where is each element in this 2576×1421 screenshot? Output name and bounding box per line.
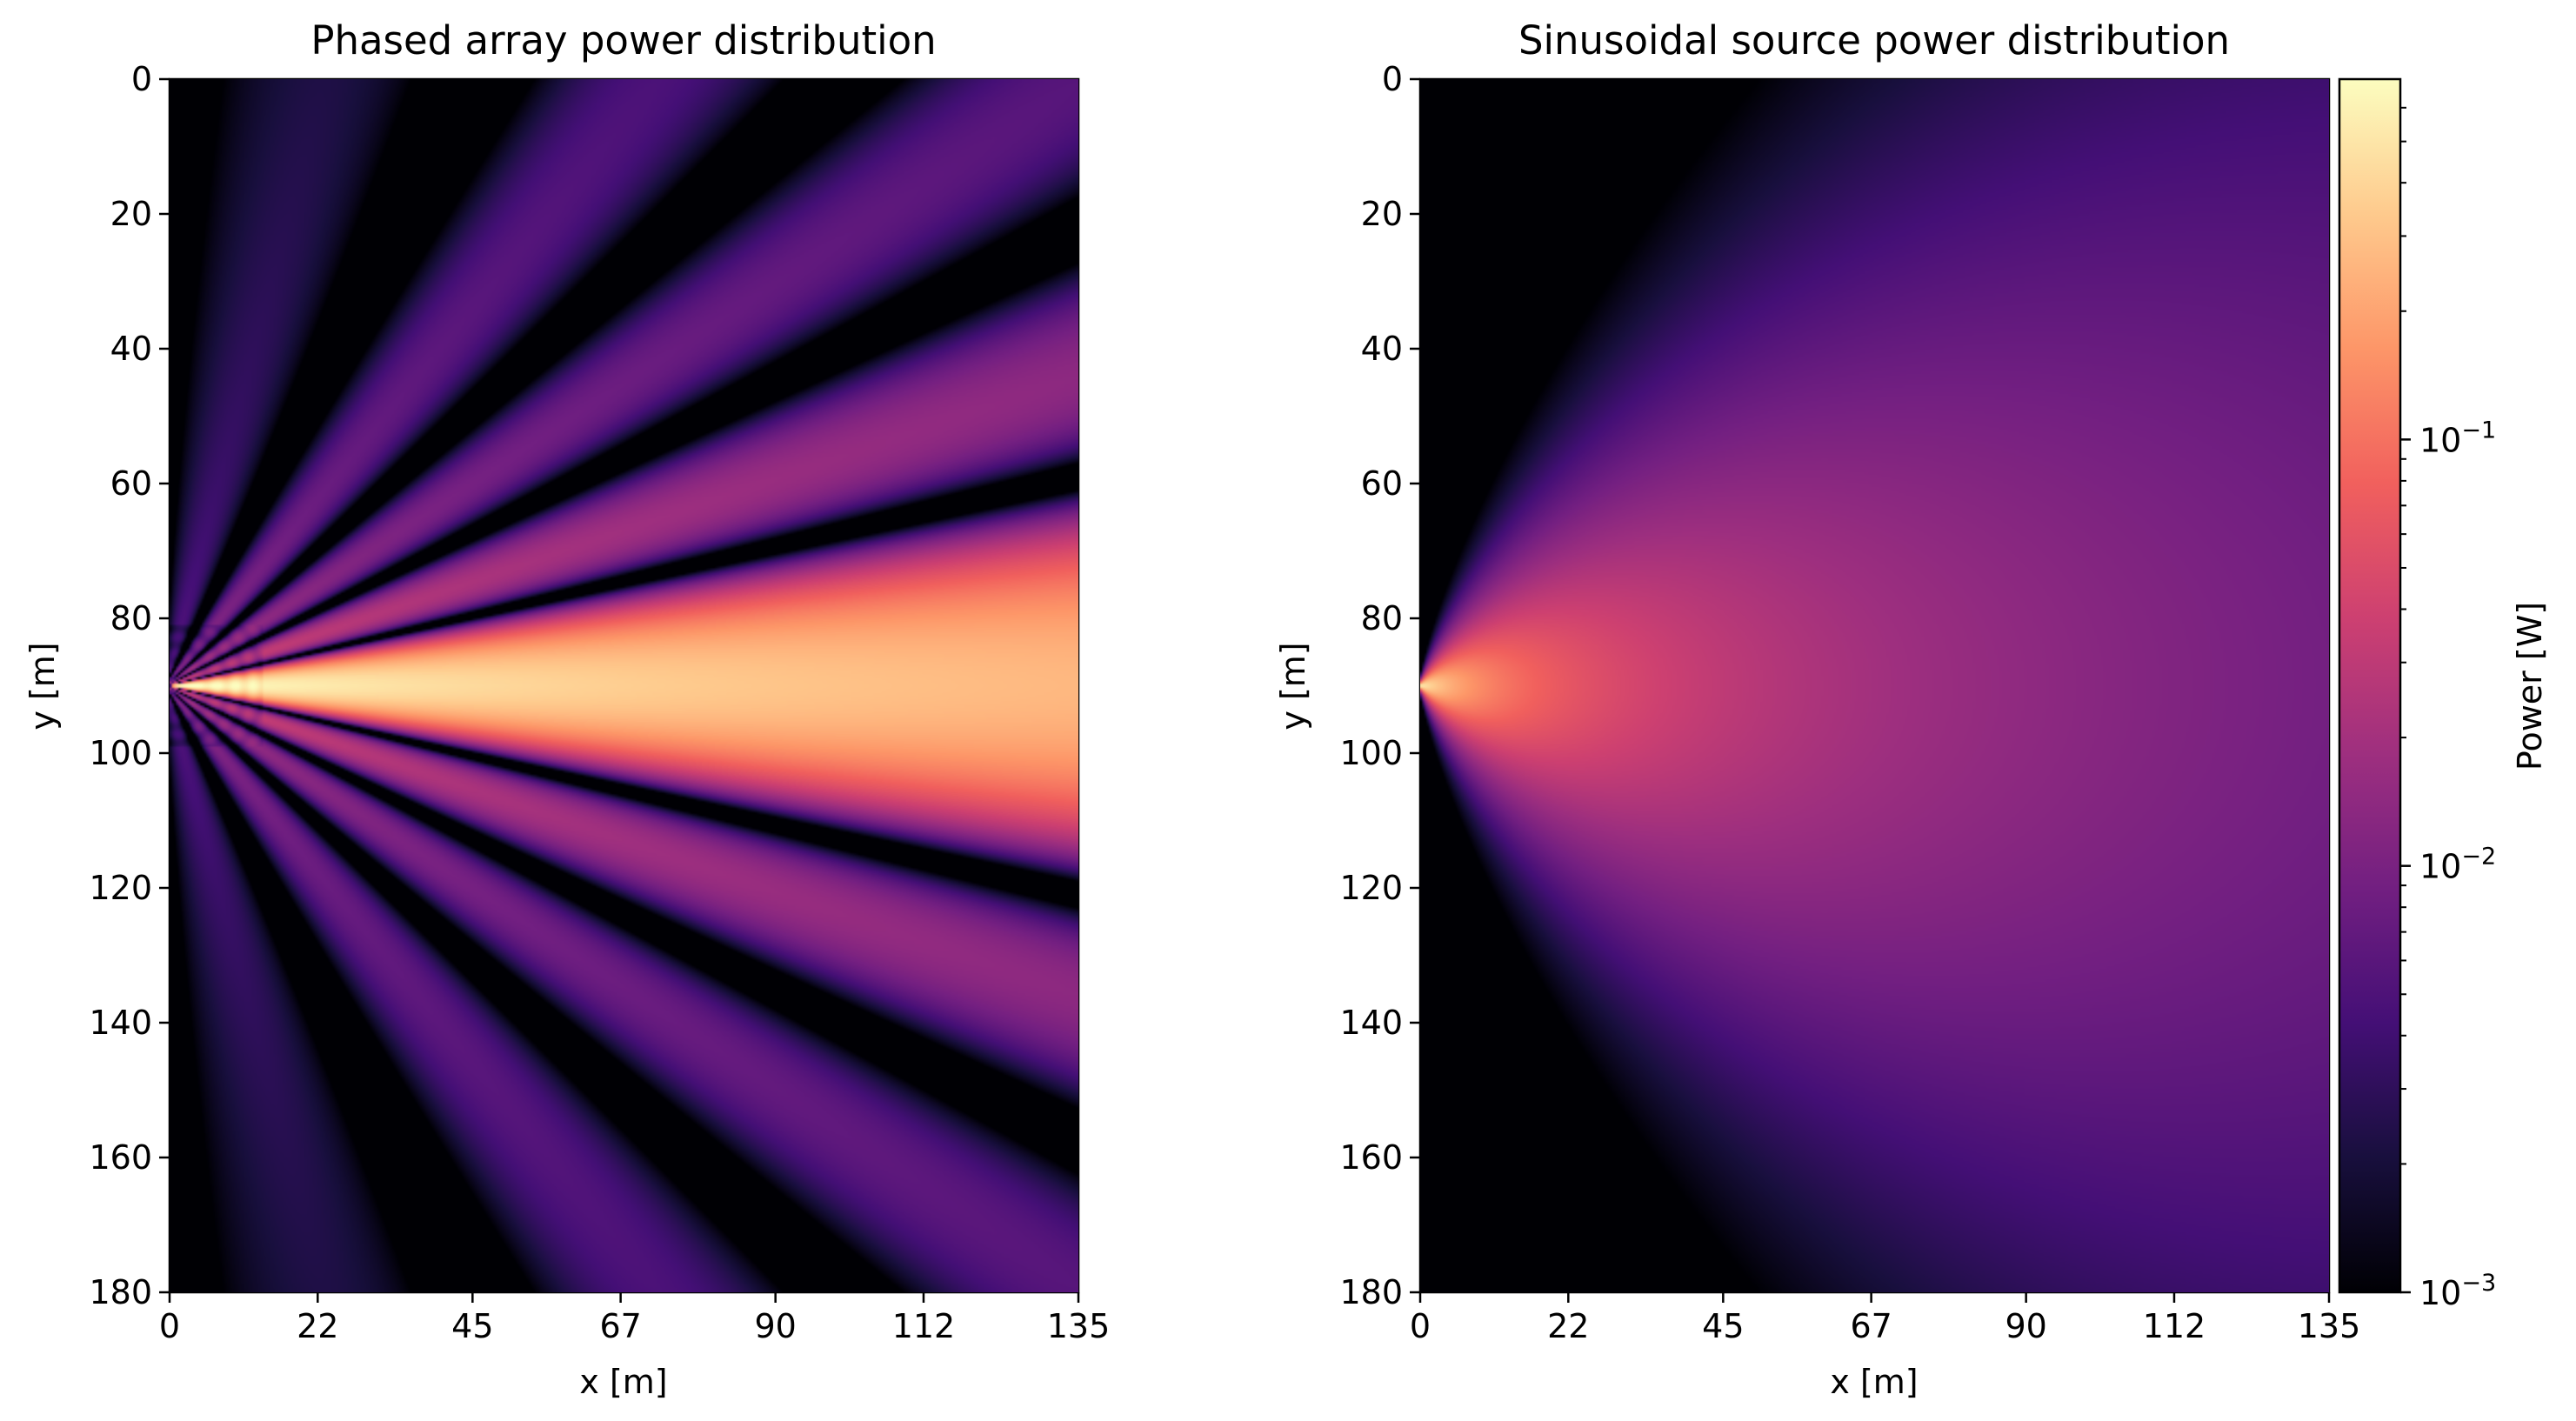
sinusoidal-title: Sinusoidal source power distribution xyxy=(1518,17,2230,63)
colorbar-ticks: 10−1 10−2 10−3 xyxy=(2400,106,2496,1312)
y-tick-label: 100 xyxy=(89,734,152,772)
y-tick-label: 40 xyxy=(1361,330,1403,368)
colorbar-gradient xyxy=(2339,79,2400,1292)
y-tick-label: 140 xyxy=(1339,1004,1403,1042)
y-tick-label: 180 xyxy=(1339,1273,1403,1311)
y-tick-label: 20 xyxy=(110,195,152,233)
x-tick-label: 22 xyxy=(297,1307,338,1345)
x-tick-label: 90 xyxy=(754,1307,796,1345)
sinusoidal-heatmap xyxy=(1420,79,2329,1292)
y-tick-label: 60 xyxy=(1361,464,1403,503)
x-tick-label: 0 xyxy=(1410,1307,1431,1345)
x-tick-label: 0 xyxy=(159,1307,180,1345)
sinusoidal-panel: Sinusoidal source power distribution y [… xyxy=(1274,17,2360,1401)
y-tick-label: 180 xyxy=(89,1273,152,1311)
x-tick-label: 45 xyxy=(1702,1307,1744,1345)
phased-array-heatmap xyxy=(170,79,1078,1292)
sinusoidal-xlabel: x [m] xyxy=(1830,1363,1918,1401)
sinusoidal-ticks: 0 22 45 67 90 112 135 0 20 40 60 80 100 120 140 160 180 xyxy=(1339,60,2360,1345)
phased-array-ticks: 0 22 45 67 90 112 135 0 20 40 60 80 100 120 140 160 180 xyxy=(89,60,1110,1345)
y-tick-label: 0 xyxy=(1382,60,1403,98)
x-tick-label: 135 xyxy=(2298,1307,2361,1345)
y-tick-label: 80 xyxy=(1361,599,1403,637)
phased-array-xlabel: x [m] xyxy=(579,1363,667,1401)
colorbar-label: Power [W] xyxy=(2511,602,2549,771)
colorbar-frame xyxy=(2338,77,2402,1294)
x-tick-label: 112 xyxy=(892,1307,956,1345)
y-tick-label: 80 xyxy=(110,599,152,637)
y-tick-label: 160 xyxy=(89,1138,152,1177)
x-tick-label: 90 xyxy=(2005,1307,2046,1345)
colorbar: 10−1 10−2 10−3 Power [W] xyxy=(2338,77,2549,1312)
phased-array-title: Phased array power distribution xyxy=(310,17,936,63)
phased-array-panel: Phased array power distribution y [m] x … xyxy=(23,17,1110,1401)
x-tick-label: 67 xyxy=(599,1307,641,1345)
y-tick-label: 20 xyxy=(1361,195,1403,233)
x-tick-label: 135 xyxy=(1047,1307,1111,1345)
y-tick-label: 120 xyxy=(1339,869,1403,907)
y-tick-label: 40 xyxy=(110,330,152,368)
y-tick-label: 0 xyxy=(131,60,152,98)
y-tick-label: 160 xyxy=(1339,1138,1403,1177)
y-tick-label: 140 xyxy=(89,1004,152,1042)
x-tick-label: 112 xyxy=(2143,1307,2206,1345)
x-tick-label: 22 xyxy=(1547,1307,1589,1345)
colorbar-tick-label: 10−1 xyxy=(2419,417,2496,459)
sinusoidal-ylabel: y [m] xyxy=(1274,642,1312,730)
colorbar-tick-label: 10−3 xyxy=(2419,1270,2496,1312)
x-tick-label: 67 xyxy=(1850,1307,1892,1345)
y-tick-label: 60 xyxy=(110,464,152,503)
y-tick-label: 100 xyxy=(1339,734,1403,772)
x-tick-label: 45 xyxy=(451,1307,493,1345)
phased-array-ylabel: y [m] xyxy=(23,642,62,730)
colorbar-tick-label: 10−2 xyxy=(2419,844,2496,886)
y-tick-label: 120 xyxy=(89,869,152,907)
